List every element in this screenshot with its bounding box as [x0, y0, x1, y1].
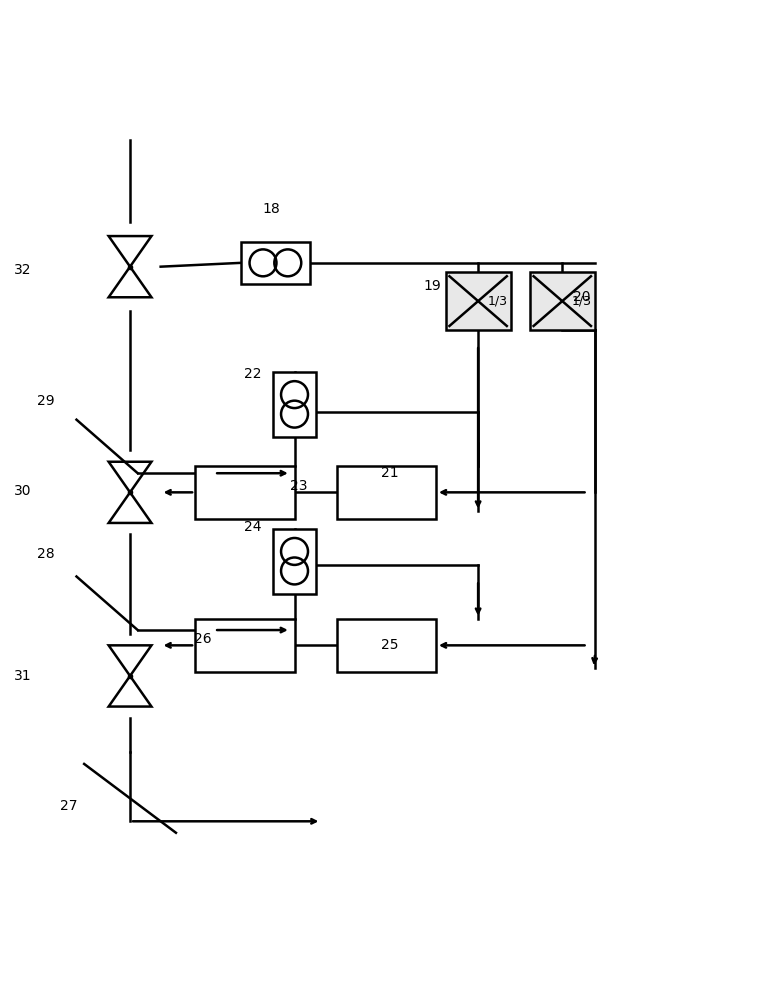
Bar: [337, 619, 436, 672]
Text: 26: 26: [194, 632, 212, 646]
Text: 18: 18: [262, 202, 281, 216]
Text: 25: 25: [382, 638, 399, 652]
Bar: [445, 272, 511, 330]
Bar: [529, 272, 595, 330]
Text: 21: 21: [381, 466, 399, 480]
Text: 32: 32: [15, 263, 31, 277]
Text: 19: 19: [423, 279, 441, 293]
Bar: [274, 372, 315, 437]
Bar: [337, 466, 436, 519]
Text: 23: 23: [290, 479, 307, 493]
Bar: [241, 242, 310, 284]
Text: 29: 29: [37, 394, 55, 408]
Text: 22: 22: [244, 367, 261, 381]
Text: 27: 27: [60, 799, 77, 813]
Text: 20: 20: [573, 290, 590, 304]
Bar: [195, 619, 295, 672]
Text: 31: 31: [14, 669, 32, 683]
Text: 28: 28: [37, 547, 55, 561]
Text: 30: 30: [15, 484, 31, 498]
Text: 1/3: 1/3: [572, 295, 592, 308]
Bar: [195, 466, 295, 519]
Bar: [274, 529, 315, 594]
Text: 24: 24: [244, 520, 261, 534]
Text: 1/3: 1/3: [488, 295, 508, 308]
